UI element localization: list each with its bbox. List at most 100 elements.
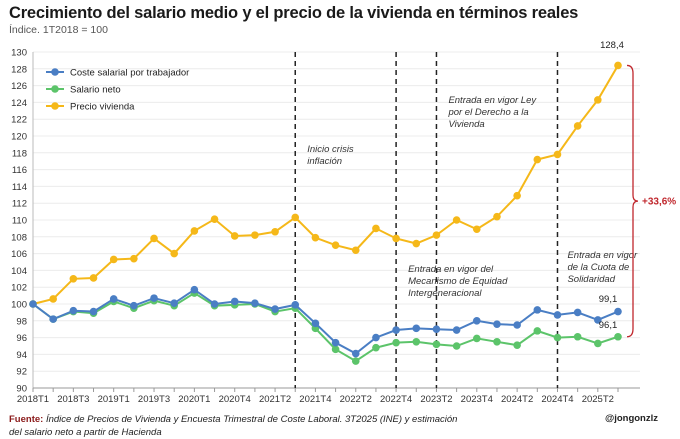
data-point <box>331 338 340 347</box>
y-tick-label: 100 <box>11 300 27 311</box>
data-point <box>493 338 501 346</box>
source-text-2: del salario neto a partir de Hacienda <box>9 427 162 438</box>
data-point <box>432 325 441 334</box>
data-point <box>513 321 521 329</box>
event-label: Entrada en vigor Ley <box>448 95 537 106</box>
data-point <box>210 215 219 223</box>
y-tick-label: 106 <box>11 249 27 260</box>
legend-marker <box>51 85 59 93</box>
data-label-precio: 128,4 <box>600 40 624 51</box>
legend-label: Coste salarial por trabajador <box>70 68 189 79</box>
legend-marker <box>51 102 59 110</box>
data-point <box>69 275 78 283</box>
data-point <box>452 326 461 334</box>
data-point <box>412 338 421 346</box>
data-point <box>392 234 400 243</box>
data-point <box>190 227 199 235</box>
data-point <box>89 307 98 316</box>
data-point <box>372 333 380 342</box>
y-tick-label: 130 <box>11 48 27 59</box>
data-point <box>432 231 441 239</box>
data-point <box>331 345 340 354</box>
data-point <box>533 327 542 335</box>
x-tick-label: 2023T2 <box>420 394 452 405</box>
data-point <box>109 255 118 264</box>
x-tick-label: 2023T4 <box>461 394 493 405</box>
event-label: Vivienda <box>448 119 484 130</box>
data-point <box>513 341 521 349</box>
data-point <box>89 274 98 282</box>
series-line <box>32 291 619 363</box>
data-point <box>170 249 179 258</box>
event-label: por el Derecho a la <box>447 107 528 118</box>
data-point <box>573 332 582 341</box>
event-label: Entrada en vigor del <box>408 264 494 275</box>
y-tick-label: 98 <box>16 316 27 327</box>
data-point <box>472 225 481 234</box>
x-tick-label: 2018T3 <box>57 394 89 405</box>
legend-label: Salario neto <box>70 85 121 96</box>
data-point <box>251 299 259 307</box>
gap-brace <box>626 64 639 338</box>
data-point <box>351 349 360 358</box>
y-tick-label: 90 <box>16 384 27 395</box>
y-tick-label: 124 <box>11 98 27 109</box>
x-tick-label: 2019T1 <box>98 394 130 405</box>
data-point <box>291 301 300 309</box>
chart-title: Crecimiento del salario medio y el preci… <box>9 4 579 22</box>
x-tick-label: 2021T2 <box>259 394 291 405</box>
data-point <box>533 306 542 314</box>
source-label: Fuente: <box>9 414 44 425</box>
data-point <box>190 285 199 294</box>
data-point <box>614 332 622 341</box>
x-tick-label: 2018T1 <box>17 394 49 405</box>
data-point <box>351 246 360 255</box>
data-point <box>412 324 421 333</box>
data-point <box>573 122 582 130</box>
data-point <box>594 316 602 324</box>
x-tick-label: 2019T3 <box>138 394 170 405</box>
data-point <box>594 96 602 104</box>
data-point <box>251 231 259 239</box>
event-label: Solidaridad <box>567 274 615 285</box>
y-tick-label: 94 <box>16 350 27 361</box>
data-point <box>614 307 622 316</box>
legend-label: Precio vivienda <box>70 102 135 113</box>
data-point <box>472 317 481 325</box>
y-tick-label: 114 <box>12 182 27 193</box>
y-tick-label: 110 <box>12 216 27 227</box>
x-tick-label: 2022T2 <box>340 394 372 405</box>
data-label-neto: 96,1 <box>599 320 618 331</box>
data-point <box>553 333 562 342</box>
event-label: inflación <box>307 156 342 167</box>
data-point <box>311 319 320 328</box>
source-text: Índice de Precios de Vivienda y Encuesta… <box>45 414 458 425</box>
data-point <box>553 150 562 159</box>
data-point <box>513 191 521 200</box>
x-tick-label: 2021T4 <box>299 394 331 405</box>
data-point <box>452 342 461 350</box>
author-handle: @jongonzlz <box>604 413 658 424</box>
data-point <box>372 224 380 233</box>
y-tick-label: 96 <box>16 333 27 344</box>
data-point <box>553 311 562 319</box>
data-point <box>614 61 622 70</box>
y-tick-label: 102 <box>11 283 27 294</box>
series-line <box>32 288 619 355</box>
y-tick-label: 118 <box>12 148 27 159</box>
data-point <box>392 326 400 334</box>
x-tick-label: 2024T2 <box>501 394 533 405</box>
y-tick-label: 108 <box>11 232 27 243</box>
data-point <box>472 334 481 343</box>
data-point <box>130 254 138 263</box>
data-point <box>210 300 219 308</box>
data-point <box>372 343 380 352</box>
data-point <box>69 306 78 315</box>
event-label: de la Cuota de <box>567 262 629 273</box>
data-point <box>271 305 279 313</box>
data-point <box>351 357 360 365</box>
y-tick-label: 128 <box>11 64 27 75</box>
data-point <box>170 299 179 307</box>
